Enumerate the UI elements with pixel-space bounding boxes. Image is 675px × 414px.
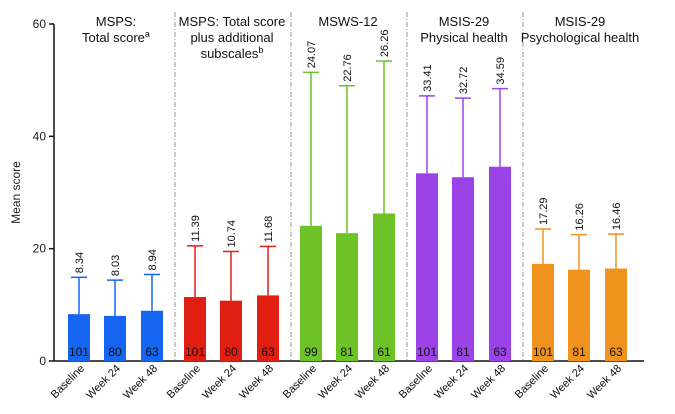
panel-title-line: Physical health [420,30,507,45]
bar [416,173,438,361]
n-label: 101 [185,345,205,359]
panel-1: MSPS:Total scorea 8.34 101 Baseline 8.03 80 We… [49,14,163,402]
category-label: Baseline [49,363,87,401]
category-label: Baseline [165,363,203,401]
value-label: 34.59 [495,57,507,85]
category-label: Week 24 [432,363,471,402]
bar [220,300,242,361]
value-label: 16.46 [611,203,623,231]
value-label: 24.07 [306,41,318,69]
panel-title-line: MSPS: [96,14,136,29]
bar [68,314,90,361]
panel-title-line: subscalesb [201,45,264,61]
n-label: 81 [340,345,354,359]
panel-title-line: MSWS-12 [318,14,377,29]
category-label: Baseline [397,363,435,401]
value-label: 11.39 [190,215,202,242]
n-label: 63 [493,345,507,359]
chart-panels: MSPS:Total scorea 8.34 101 Baseline 8.03 80 We… [49,14,639,402]
category-label: Week 48 [353,363,392,402]
value-label: 8.03 [110,255,122,276]
n-label: 80 [108,345,122,359]
bar [489,166,511,361]
value-label: 8.34 [74,252,86,273]
y-tick-label: 0 [39,354,46,368]
n-label: 63 [609,345,623,359]
category-label: Week 24 [316,363,355,402]
category-label: Week 24 [548,363,587,402]
panel-title-line: MSPS: Total score [179,14,286,29]
value-label: 10.74 [226,220,238,248]
panel-title-line: Psychological health [521,30,640,45]
category-label: Week 48 [469,363,508,402]
panel-title-line: MSIS-29 [555,14,606,29]
value-label: 17.29 [538,197,550,225]
panel-title-superscript: b [258,45,263,55]
y-axis-title: Mean score [9,161,23,224]
bar [104,315,126,361]
category-label: Week 48 [237,363,276,402]
category-label: Week 24 [200,363,239,402]
panel-title-line: MSIS-29 [439,14,490,29]
y-tick-label: 20 [33,242,47,256]
value-label: 32.72 [458,67,470,95]
bar [184,297,206,361]
bar [257,295,279,361]
category-label: Week 24 [84,363,123,402]
n-label: 61 [377,345,391,359]
category-label: Baseline [513,363,551,401]
n-label: 81 [572,345,586,359]
n-label: 101 [69,345,89,359]
category-label: Week 48 [585,363,624,402]
y-tick-label: 60 [33,17,47,31]
n-label: 101 [533,345,553,359]
bar [373,213,395,361]
n-label: 80 [224,345,238,359]
value-label: 33.41 [422,64,434,92]
value-label: 22.76 [342,54,354,82]
n-label: 101 [417,345,437,359]
value-label: 11.68 [263,216,275,243]
n-label: 81 [456,345,470,359]
panel-title-superscript: a [145,29,150,39]
bar [452,177,474,361]
n-label: 99 [304,345,318,359]
bar [141,310,163,361]
bar [300,225,322,361]
y-tick-label: 40 [33,129,47,143]
bar [532,263,554,361]
panel-title-line: plus additional [190,30,273,45]
value-label: 8.94 [147,249,159,270]
bar [336,233,358,361]
category-label: Week 48 [121,363,160,402]
bar [605,268,627,361]
n-label: 63 [261,345,275,359]
value-label: 16.26 [574,203,586,231]
panel-title-line: Total scorea [82,29,150,45]
value-label: 26.26 [379,30,391,58]
n-label: 63 [145,345,159,359]
bar [568,269,590,361]
category-label: Baseline [281,363,319,401]
